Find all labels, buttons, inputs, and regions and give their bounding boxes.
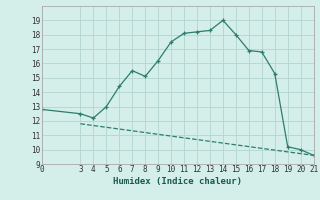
X-axis label: Humidex (Indice chaleur): Humidex (Indice chaleur) <box>113 177 242 186</box>
